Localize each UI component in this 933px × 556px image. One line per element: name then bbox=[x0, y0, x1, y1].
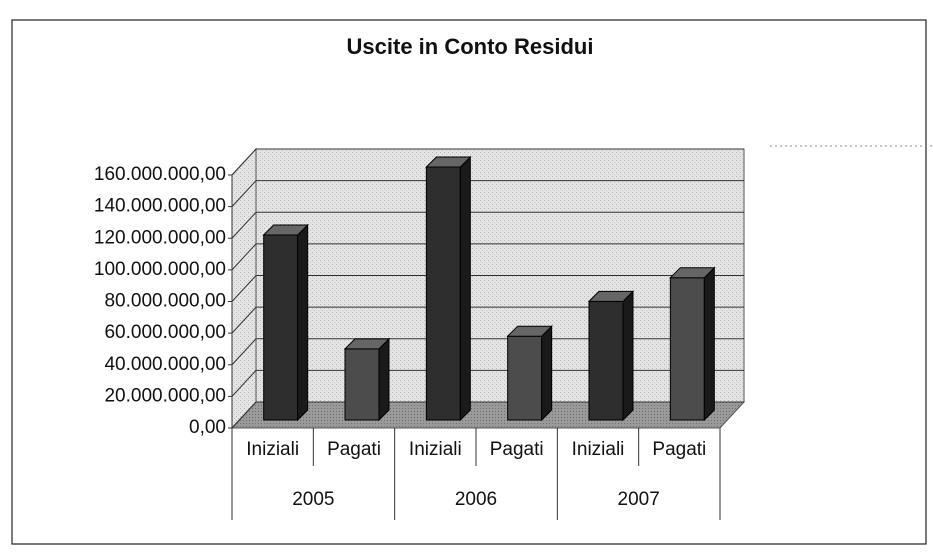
x-tick-label: Pagati bbox=[490, 439, 544, 460]
x-tick-label: Iniziali bbox=[409, 439, 462, 460]
y-tick-label: 0,00 bbox=[189, 417, 226, 438]
y-tick-label: 60.000.000,00 bbox=[104, 322, 226, 343]
bar-front bbox=[425, 166, 461, 421]
bar-front bbox=[669, 277, 705, 421]
grid-line bbox=[231, 369, 744, 397]
bar-side bbox=[541, 324, 553, 422]
grid-line bbox=[231, 148, 744, 176]
bar-front bbox=[588, 300, 624, 421]
group-label: 2005 bbox=[292, 489, 334, 510]
chart-border bbox=[11, 19, 927, 545]
grid-line bbox=[231, 275, 744, 302]
grid-line bbox=[231, 180, 744, 207]
bar-top bbox=[425, 156, 472, 168]
bar-front bbox=[344, 348, 380, 421]
x-tick-label: Pagati bbox=[652, 439, 706, 460]
bar-side bbox=[622, 290, 634, 422]
y-tick-label: 120.000.000,00 bbox=[94, 227, 226, 248]
bar-top bbox=[587, 290, 635, 302]
bar-top bbox=[343, 338, 391, 350]
bar-front bbox=[507, 335, 543, 421]
grid-line bbox=[231, 243, 744, 271]
group-label: 2006 bbox=[455, 489, 497, 510]
chart-title: Uscite in Conto Residui bbox=[347, 34, 594, 59]
y-tick-label: 40.000.000,00 bbox=[104, 354, 226, 375]
plot-area: 0,00 20.000.000,00 40.000.000,00 60.000.000… bbox=[94, 147, 746, 520]
y-tick-label: 20.000.000,00 bbox=[104, 385, 226, 406]
x-tick-label: Pagati bbox=[327, 439, 381, 460]
x-tick-label: Iniziali bbox=[246, 439, 299, 460]
bar-top bbox=[669, 267, 716, 279]
y-tick-label: 100.000.000,00 bbox=[94, 259, 226, 280]
y-tick-label: 160.000.000,00 bbox=[94, 164, 226, 185]
grid-line bbox=[231, 306, 744, 334]
bar-top bbox=[506, 325, 553, 337]
bar-front bbox=[263, 234, 299, 421]
group-label: 2007 bbox=[618, 489, 660, 510]
bar-side bbox=[459, 155, 471, 422]
bar-side bbox=[297, 223, 309, 422]
x-tick-label: Iniziali bbox=[572, 439, 625, 460]
bar-top bbox=[262, 224, 309, 236]
grid-line bbox=[231, 211, 744, 239]
grid-line bbox=[231, 338, 744, 366]
bar-side bbox=[703, 266, 715, 422]
y-tick-label: 140.000.000,00 bbox=[94, 196, 226, 217]
bar-side bbox=[378, 337, 390, 422]
grid-line bbox=[231, 401, 744, 429]
floor bbox=[230, 401, 746, 429]
y-tick-label: 80.000.000,00 bbox=[104, 291, 226, 312]
